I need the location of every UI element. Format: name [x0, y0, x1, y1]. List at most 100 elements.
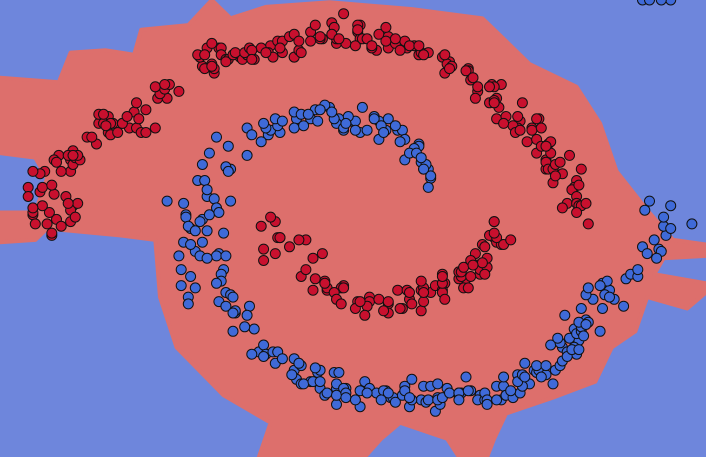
class-0-point [72, 197, 84, 209]
class-0-point [29, 218, 41, 230]
class-1-point [246, 129, 258, 141]
class-0-point [133, 113, 145, 125]
class-0-point [467, 72, 479, 84]
class-0-point [439, 49, 451, 61]
class-0-point [274, 232, 286, 244]
class-1-point [196, 236, 208, 248]
class-1-point [161, 195, 173, 207]
class-0-point [199, 49, 211, 61]
class-0-point [121, 111, 133, 122]
class-1-point [220, 250, 232, 262]
class-0-point [394, 303, 406, 314]
class-1-point [632, 264, 644, 276]
class-1-point [211, 250, 222, 262]
class-0-point [556, 202, 568, 214]
class-1-point [298, 120, 310, 132]
class-0-point [465, 271, 477, 282]
class-1-point [248, 323, 260, 335]
class-0-point [488, 216, 500, 228]
class-1-point [298, 378, 310, 390]
class-0-point [159, 79, 171, 90]
class-1-point [218, 227, 230, 239]
class-1-point [194, 216, 206, 228]
class-0-point [484, 81, 495, 93]
class-1-point [349, 124, 361, 136]
class-0-point [338, 282, 350, 294]
class-1-point [639, 204, 651, 216]
class-0-point [359, 309, 371, 321]
class-0-point [580, 197, 592, 209]
class-0-point [284, 241, 295, 253]
class-0-point [354, 296, 366, 308]
class-0-point [462, 282, 474, 294]
class-0-point [206, 37, 218, 49]
class-1-point [182, 298, 194, 310]
class-0-point [444, 63, 455, 75]
class-0-point [413, 40, 425, 52]
class-0-point [505, 234, 517, 246]
class-0-point [512, 111, 524, 122]
class-1-point [239, 321, 251, 333]
class-0-point [582, 218, 594, 230]
class-1-point [258, 339, 270, 351]
class-0-point [373, 293, 385, 305]
class-0-point [418, 296, 430, 308]
class-0-point [46, 179, 58, 191]
class-0-point [316, 248, 328, 260]
class-0-point [378, 305, 390, 317]
class-1-point [276, 115, 288, 127]
class-1-point [276, 353, 288, 365]
class-1-point [582, 282, 594, 294]
class-0-point [41, 218, 53, 230]
class-1-point [597, 303, 608, 314]
class-0-point [305, 35, 317, 47]
class-1-point [422, 181, 434, 193]
class-1-point [286, 369, 298, 381]
class-1-point [321, 387, 333, 399]
class-1-point [498, 371, 510, 383]
class-1-point [418, 163, 430, 175]
class-0-point [274, 42, 286, 54]
class-0-point [469, 92, 481, 104]
class-0-point [269, 248, 281, 260]
class-1-point [404, 392, 415, 404]
class-0-point [112, 127, 124, 138]
class-1-point [651, 252, 663, 264]
class-0-point [149, 122, 161, 134]
class-1-point [552, 332, 564, 344]
class-0-point [415, 305, 427, 317]
class-1-point [422, 394, 434, 406]
class-0-point [333, 33, 345, 45]
class-0-point [27, 165, 39, 177]
class-1-point [175, 280, 187, 292]
class-0-point [51, 156, 62, 168]
class-1-point [559, 309, 571, 321]
class-1-point [665, 223, 677, 234]
class-0-point [382, 296, 394, 308]
class-1-point [293, 357, 305, 369]
class-1-point [246, 348, 258, 360]
class-1-point [349, 394, 361, 406]
class-0-point [549, 170, 561, 182]
class-1-point [406, 373, 418, 385]
class-1-point [227, 291, 239, 303]
class-1-point [604, 291, 615, 303]
class-1-point [686, 218, 698, 230]
class-0-point [206, 60, 218, 72]
class-1-point [658, 211, 670, 223]
class-1-point [225, 195, 237, 207]
class-0-point [521, 136, 533, 148]
class-0-point [22, 191, 34, 202]
class-0-point [404, 40, 415, 52]
class-0-point [404, 287, 415, 298]
class-0-point [488, 97, 500, 109]
class-0-point [460, 65, 472, 77]
class-1-point [432, 378, 444, 390]
class-1-point [211, 131, 222, 143]
class-1-point [255, 136, 267, 148]
class-0-point [173, 85, 185, 97]
class-0-point [535, 122, 547, 134]
class-0-point [258, 243, 270, 255]
class-1-point [573, 344, 585, 356]
class-1-point [415, 152, 427, 164]
